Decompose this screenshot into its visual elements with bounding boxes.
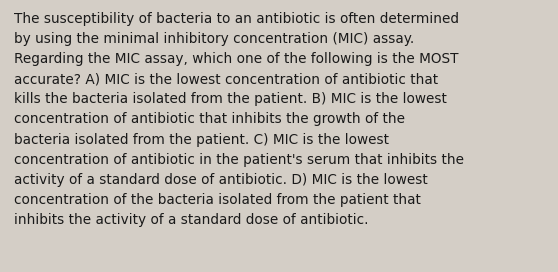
Text: The susceptibility of bacteria to an antibiotic is often determined
by using the: The susceptibility of bacteria to an ant… — [14, 12, 464, 227]
